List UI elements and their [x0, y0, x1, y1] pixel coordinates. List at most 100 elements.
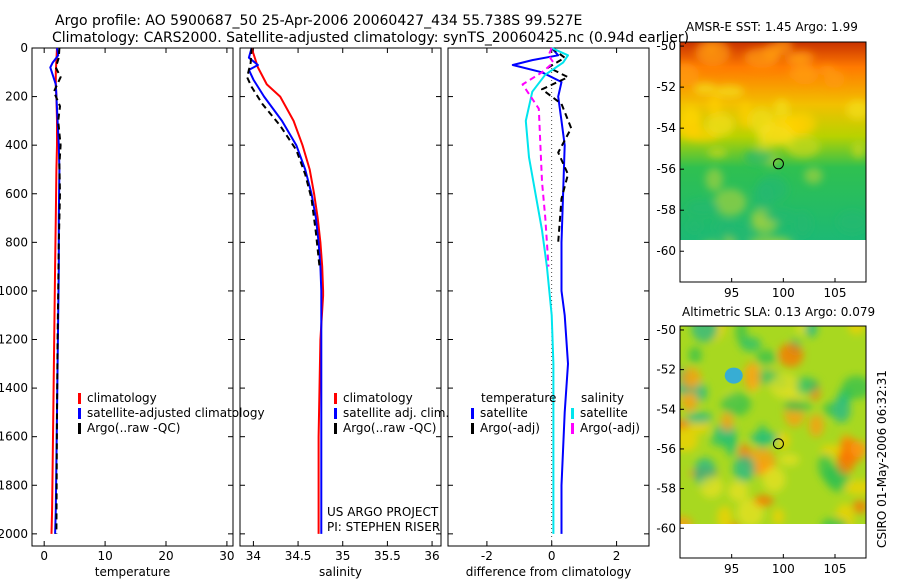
legend-satellite-adj: satellite adj. clim.	[343, 406, 450, 420]
figure-title-line-2: Climatology: CARS2000. Satellite-adjuste…	[52, 30, 690, 46]
temperature-legend: climatology satellite-adjusted climatolo…	[78, 391, 265, 436]
sst-patch	[705, 112, 735, 136]
legend-satellite-adjusted: satellite-adjusted climatology	[87, 406, 265, 420]
sla-patch	[755, 349, 777, 366]
legend-header-salinity: salinity	[581, 391, 625, 405]
salinity-legend: climatology satellite adj. clim. Argo(..…	[334, 391, 449, 436]
legend-swatch-red	[78, 393, 81, 404]
salinity-xtick-label: 34.5	[285, 549, 312, 563]
sla-patch	[694, 383, 708, 402]
sla-patch	[688, 346, 702, 364]
sla-patch	[832, 396, 851, 423]
sla-patch	[733, 455, 756, 482]
footer-timestamp: CSIRO 01-May-2006 06:32:31	[875, 370, 889, 548]
depth-tick-label: 2000	[0, 527, 28, 541]
sst-ytick-label: -50	[656, 39, 676, 53]
sla-patch	[721, 411, 734, 432]
sla-patch	[778, 453, 800, 466]
salinity-xtick-label: 34	[246, 549, 261, 563]
salinity-series-blue	[247, 47, 323, 534]
sla-patch	[844, 480, 866, 495]
difference-plot-frame	[447, 47, 650, 547]
temperature-xtick-label: 20	[158, 549, 173, 563]
depth-tick-label: 600	[5, 187, 28, 201]
sst-patch	[772, 236, 791, 240]
sla-ytick-label: -50	[656, 323, 676, 337]
sla-patch	[731, 522, 739, 524]
depth-tick-label: 1000	[0, 284, 28, 298]
legend-argo-raw: Argo(..raw -QC)	[87, 421, 181, 435]
depth-tick-label: 1200	[0, 333, 28, 347]
temperature-xtick-label: 10	[97, 549, 112, 563]
sla-xtick-label: 95	[724, 562, 739, 576]
difference-axis-label: difference from climatology	[466, 565, 632, 579]
legend-header-temperature: temperature	[481, 391, 557, 405]
sst-ytick-label: -54	[656, 121, 676, 135]
legend-swatch-red	[334, 393, 337, 404]
sla-patch	[820, 444, 843, 456]
sst-patch	[744, 47, 780, 68]
sst-patch	[704, 44, 719, 56]
sla-map-title: Altimetric SLA: 0.13 Argo: 0.079	[682, 305, 876, 319]
difference-series-blue	[511, 47, 569, 534]
sla-field-patches	[680, 326, 866, 524]
depth-tick-label: 400	[5, 138, 28, 152]
sla-patch	[700, 476, 723, 498]
sla-patch	[743, 362, 761, 391]
sst-patch	[788, 67, 817, 81]
sst-patch	[707, 147, 728, 158]
difference-series-cyan	[524, 47, 569, 534]
difference-xtick-label: 2	[613, 549, 621, 563]
sla-map-frame	[679, 325, 867, 559]
sla-patch	[770, 373, 799, 399]
salinity-plot-frame	[239, 47, 442, 547]
principal-investigator: PI: STEPHEN RISER	[327, 520, 441, 534]
sla-low-anomaly	[724, 367, 743, 384]
legend-argo-adj: Argo(-adj)	[580, 421, 640, 435]
legend-swatch-blue	[334, 408, 337, 419]
sst-patch	[686, 200, 721, 216]
difference-series-black	[541, 47, 573, 243]
sst-patch	[786, 111, 817, 136]
sla-patch	[772, 508, 785, 524]
sla-field	[680, 326, 866, 524]
legend-swatch-black	[78, 423, 81, 434]
sla-patch	[721, 392, 752, 417]
sst-patch	[693, 83, 717, 95]
sla-patch	[680, 428, 699, 452]
depth-tick-label: 1600	[0, 430, 28, 444]
salinity-axis-label: salinity	[319, 565, 362, 579]
difference-legend-salinity: salinity satellite Argo(-adj)	[571, 391, 640, 436]
sla-xtick-label: 105	[824, 562, 847, 576]
legend-satellite: satellite	[480, 406, 528, 420]
sst-patch	[680, 63, 700, 86]
temperature-axis-label: temperature	[95, 565, 170, 579]
sla-patch	[753, 494, 774, 507]
sst-patch	[714, 85, 745, 98]
sla-ytick-label: -60	[656, 521, 676, 535]
legend-satellite: satellite	[580, 406, 628, 420]
project-credit: US ARGO PROJECT PI: STEPHEN RISER	[327, 505, 440, 535]
sst-field	[680, 42, 866, 240]
sla-ytick-label: -58	[656, 482, 676, 496]
depth-tick-label: 0	[20, 41, 28, 55]
legend-argo-adj: Argo(-adj)	[480, 421, 540, 435]
depth-tick-label: 1800	[0, 478, 28, 492]
sst-patch	[687, 220, 702, 232]
sla-patch	[835, 503, 855, 524]
sla-patch	[823, 402, 836, 417]
difference-xtick-label: 0	[548, 549, 556, 563]
sst-patch	[804, 167, 823, 184]
sla-patch	[691, 326, 719, 343]
sst-patch	[794, 211, 812, 237]
temperature-series-black	[52, 47, 62, 534]
legend-swatch-blue	[78, 408, 81, 419]
sst-patch	[786, 135, 821, 158]
sst-patch	[743, 149, 773, 165]
sla-patch	[817, 453, 833, 479]
sst-patch	[757, 175, 789, 203]
sst-ytick-label: -58	[656, 203, 676, 217]
sst-patch	[756, 123, 791, 147]
sla-patch	[728, 481, 749, 502]
